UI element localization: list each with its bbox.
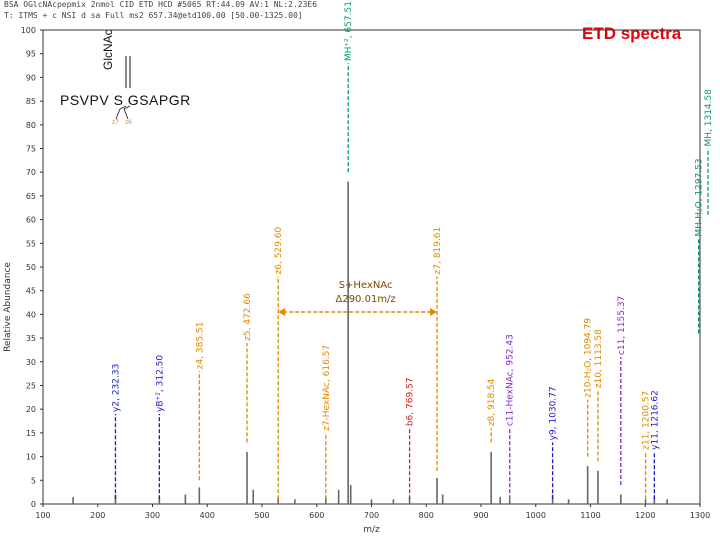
peak-label: c11, 1155.37: [617, 296, 627, 355]
y-tick-label: 70: [26, 168, 36, 177]
cleavage-mark-right: [123, 105, 131, 120]
peak-label: yB⁺², 312.50: [155, 355, 165, 412]
delta-annotation-line2: Δ290.01m/z: [335, 294, 395, 305]
y-tick-label: 90: [26, 73, 36, 82]
cleavage-mark-left: [115, 105, 127, 120]
y-tick-label: 25: [26, 382, 36, 391]
y-tick-label: 40: [26, 310, 36, 319]
peaks-group: [72, 181, 668, 504]
x-axis-label: m/z: [363, 525, 380, 535]
peak-label: z6, 529.60: [274, 227, 284, 275]
peak-label: y11, 1216.62: [650, 390, 660, 450]
peak-label: z4, 385.51: [195, 322, 205, 370]
peak-label: y9, 1030.77: [549, 386, 559, 440]
y-axis-label: Relative Abundance: [3, 262, 13, 352]
x-tick-label: 100: [35, 511, 50, 520]
peak-label: MH-H₂O, 1297.53: [695, 158, 705, 236]
x-tick-label: 800: [419, 511, 434, 520]
peak-label: b6, 769.57: [406, 378, 416, 427]
y-tick-label: 20: [26, 405, 36, 414]
delta-arrow-right: [429, 308, 437, 317]
y-tick-label: 50: [26, 263, 36, 272]
scan-filter: T: ITMS + c NSI d sa Full ms2 657.34@etd…: [4, 11, 303, 20]
x-tick-label: 300: [145, 511, 160, 520]
y-tick-label: 95: [26, 50, 36, 59]
x-tick-label: 900: [473, 511, 488, 520]
chart-title: ETD spectra: [582, 24, 682, 43]
x-tick-label: 1300: [690, 511, 710, 520]
y-tick-label: 45: [26, 287, 36, 296]
peak-label: z8, 918.54: [487, 378, 497, 426]
y-tick-label: 80: [26, 121, 36, 130]
y-tick-label: 5: [31, 476, 36, 485]
y-tick-label: 30: [26, 358, 36, 367]
peak-label: MH, 1314.58: [704, 89, 714, 147]
y-tick-label: 60: [26, 216, 36, 225]
peak-label: z10, 1113.58: [594, 329, 604, 388]
y-tick-label: 85: [26, 97, 36, 106]
y-tick-label: 100: [21, 26, 36, 35]
peak-label: z5, 472.66: [243, 293, 253, 341]
scan-header: BSA OGlcNAcpepmix 2nmol CID ETD HCD #506…: [4, 0, 318, 9]
peak-label: z10-H₂O, 1094.79: [584, 318, 594, 398]
peak-label: z11, 1200.57: [642, 391, 652, 450]
peak-label: MH⁺², 657.51: [344, 1, 354, 61]
y-tick-label: 75: [26, 145, 36, 154]
y-tick-label: 10: [26, 453, 36, 462]
y-tick-label: 35: [26, 334, 36, 343]
y-tick-label: 55: [26, 239, 36, 248]
delta-annotation-line1: S+HexNAc: [339, 280, 393, 291]
x-tick-label: 600: [309, 511, 324, 520]
x-tick-label: 1100: [580, 511, 600, 520]
peak-label: z7-HexNAc, 616.57: [322, 345, 332, 431]
y-tick-label: 0: [31, 500, 36, 509]
labels-group: y2, 232.33 yB⁺², 312.50 z4, 385.51 z5, 472.…: [111, 1, 714, 500]
x-tick-label: 700: [364, 511, 379, 520]
plot-frame: [42, 29, 701, 505]
y-tick-label: 65: [26, 192, 36, 201]
peak-label: y2, 232.33: [111, 364, 121, 412]
site-label-right: z6: [125, 119, 132, 126]
peak-label: z7, 819.61: [433, 227, 443, 275]
delta-arrow-left: [278, 308, 286, 317]
x-tick-label: 400: [200, 511, 215, 520]
glycan-marker: z7 z6: [112, 56, 132, 126]
x-tick-label: 1200: [635, 511, 655, 520]
x-tick-label: 200: [90, 511, 105, 520]
peptide-sequence: PSVPV S GSAPGR: [60, 92, 191, 108]
x-tick-label: 1000: [526, 511, 546, 520]
x-tick-label: 500: [254, 511, 269, 520]
y-tick-label: 15: [26, 429, 36, 438]
site-label-left: z7: [112, 119, 119, 126]
peak-label: c11-HexNAc, 952.43: [506, 334, 516, 426]
